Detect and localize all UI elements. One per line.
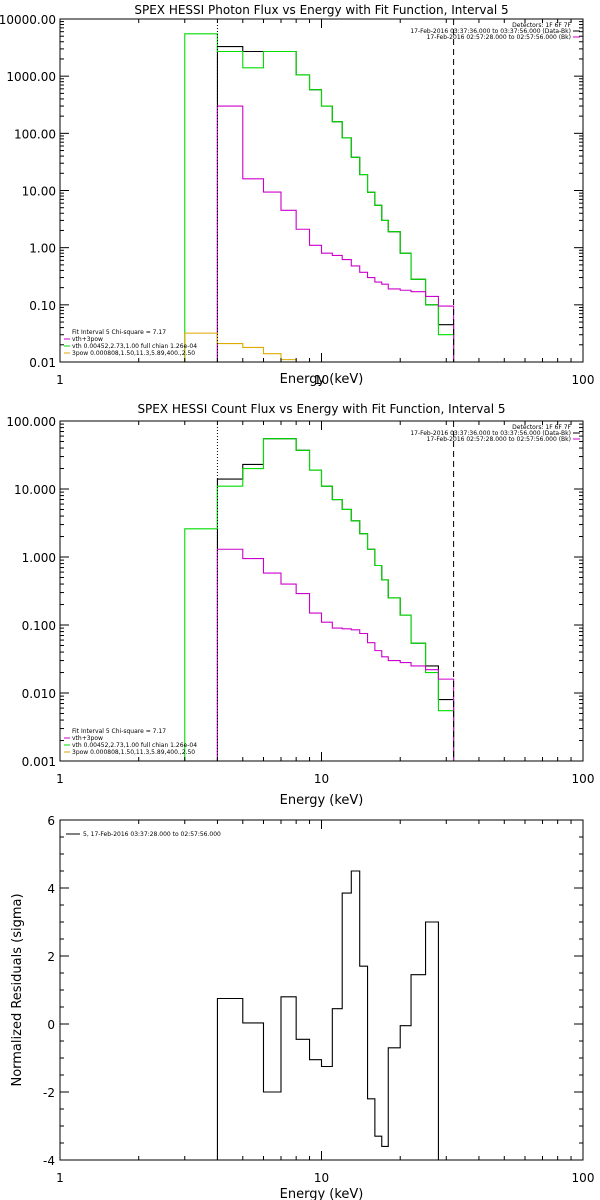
y-tick-label: -2 xyxy=(43,1086,55,1100)
y-tick-label: 1.000 xyxy=(22,551,56,565)
panel-3: 1 10 100 -4 -2 0 2 4 6 Energy (keV) Normalized Res… xyxy=(10,814,594,1200)
legend-label: 3pow 0.000808,1.50,11.3,5.89,400.,2.50 xyxy=(72,749,195,756)
x-tick-label: 100 xyxy=(572,373,595,387)
y-tick-label: 2 xyxy=(47,950,55,964)
x-tick-label: 100 xyxy=(572,1171,595,1185)
legend-label: 17-Feb-2016 02:57:28.000 to 02:57:56.000… xyxy=(427,34,571,41)
series-line-1 xyxy=(216,438,455,761)
legend-label: 17-Feb-2016 02:57:28.000 to 02:57:56.000… xyxy=(427,436,571,443)
series-line-3 xyxy=(216,548,455,761)
legend-label: vth+3pow xyxy=(72,735,103,742)
series-line-3 xyxy=(216,105,455,362)
x-tick-label: 1 xyxy=(56,1171,64,1185)
x-tick-label: 10 xyxy=(314,1171,329,1185)
series-line-2 xyxy=(184,438,455,761)
chart-title: SPEX HESSI Photon Flux vs Energy with Fi… xyxy=(134,3,508,17)
x-tick-label: 10 xyxy=(314,772,329,786)
y-axis-label: Normalized Residuals (sigma) xyxy=(10,893,25,1086)
legend-label: vth+3pow xyxy=(72,336,103,343)
y-tick-label: 1.00 xyxy=(29,242,56,256)
series-line-1 xyxy=(216,45,455,362)
y-tick-label: -4 xyxy=(43,1154,55,1168)
panel-2: SPEX HESSI Count Flux vs Energy with Fit… xyxy=(6,402,594,808)
x-axis-label: Energy (keV) xyxy=(280,372,364,387)
plot-frame xyxy=(59,819,584,1161)
x-tick-label: 1 xyxy=(56,772,64,786)
y-tick-label: 0 xyxy=(47,1018,55,1032)
series-line-1 xyxy=(216,870,454,1160)
y-tick-label: 0.010 xyxy=(22,687,56,701)
y-tick-label: 10000.00 xyxy=(0,13,56,27)
legend-label: 17-Feb-2016 03:37:36.000 to 03:37:56.000… xyxy=(410,28,571,35)
legend-label: vth 0.00452,2.73,1.00 full chian 1.26e-0… xyxy=(72,742,197,749)
y-tick-label: 10.000 xyxy=(14,483,56,497)
y-tick-label: 0.100 xyxy=(22,619,56,633)
legend-label: Detectors: 1F 6F 7F xyxy=(512,22,571,29)
y-tick-label: 0.01 xyxy=(29,356,56,370)
legend-label: Fit Interval 5 Chi-square = 7.17 xyxy=(72,329,166,336)
panel-1: SPEX HESSI Photon Flux vs Energy with Fi… xyxy=(0,3,594,387)
y-tick-label: 6 xyxy=(47,814,55,828)
x-axis-label: Energy (keV) xyxy=(280,793,364,808)
y-tick-label: 0.10 xyxy=(29,299,56,313)
y-tick-label: 100.00 xyxy=(14,127,56,141)
legend-label: 3pow 0.000808,1.50,11.3,5.89,400.,2.50 xyxy=(72,350,195,357)
x-tick-label: 100 xyxy=(572,772,595,786)
y-tick-label: 4 xyxy=(47,882,55,896)
plot-frame xyxy=(59,18,584,363)
x-tick-label: 10 xyxy=(314,373,329,387)
y-tick-label: 100.000 xyxy=(6,415,56,429)
legend-label: 17-Feb-2016 03:37:36.000 to 03:37:56.000… xyxy=(410,430,571,437)
legend-label: Fit Interval 5 Chi-square = 7.17 xyxy=(72,728,166,735)
y-tick-label: 0.001 xyxy=(22,755,56,769)
x-tick-label: 1 xyxy=(56,373,64,387)
y-tick-label: 10.00 xyxy=(22,185,56,199)
y-tick-label: 1000.00 xyxy=(6,70,56,84)
series-line-4 xyxy=(184,332,297,362)
legend-label: Detectors: 1F 6F 7F xyxy=(512,424,571,431)
legend-label: vth 0.00452,2.73,1.00 full chian 1.26e-0… xyxy=(72,343,197,350)
series-line-2 xyxy=(184,33,455,362)
chart-title: SPEX HESSI Count Flux vs Energy with Fit… xyxy=(137,402,505,416)
x-axis-label: Energy (keV) xyxy=(280,1187,364,1200)
legend-label: 5, 17-Feb-2016 03:37:28.000 to 02:57:56.… xyxy=(83,831,221,838)
